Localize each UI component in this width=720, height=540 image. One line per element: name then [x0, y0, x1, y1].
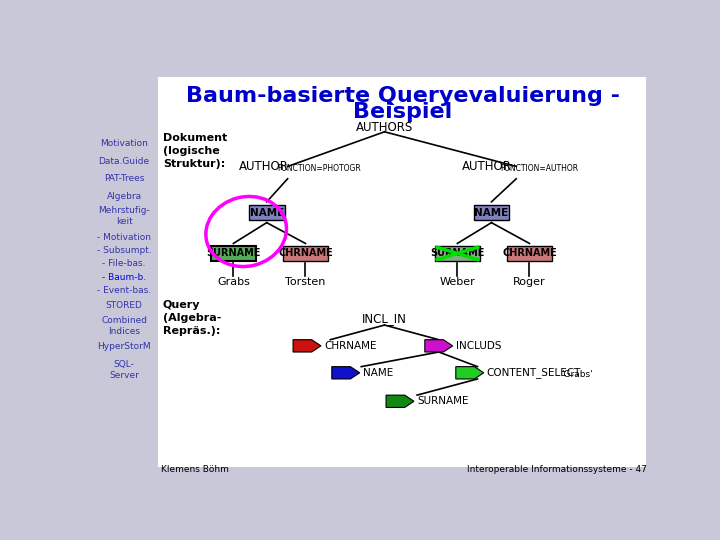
Text: INCLUDS: INCLUDS: [456, 341, 501, 351]
Text: Query
(Algebra-
Repräs.):: Query (Algebra- Repräs.):: [163, 300, 221, 336]
Text: FUNCTION=AUTHOR: FUNCTION=AUTHOR: [500, 164, 578, 173]
Text: - Baum-b.: - Baum-b.: [102, 273, 146, 282]
Text: Algebra: Algebra: [107, 192, 142, 201]
Text: SURNAME: SURNAME: [430, 248, 485, 259]
Text: Server: Server: [109, 372, 139, 380]
Polygon shape: [293, 340, 321, 352]
Bar: [249, 205, 284, 220]
Bar: [158, 77, 647, 467]
Bar: [211, 246, 256, 261]
Text: PAT-Trees: PAT-Trees: [104, 174, 144, 183]
Text: - Subsumpt.: - Subsumpt.: [96, 246, 151, 255]
Text: Baum-basierte Queryevaluierung -: Baum-basierte Queryevaluierung -: [186, 86, 620, 106]
Text: Interoperable Informationssysteme - 47: Interoperable Informationssysteme - 47: [467, 465, 647, 475]
Bar: [283, 246, 328, 261]
Bar: [435, 246, 480, 261]
Text: INCL_IN: INCL_IN: [362, 313, 407, 326]
Text: Motivation: Motivation: [100, 139, 148, 148]
Text: Roger: Roger: [513, 277, 546, 287]
Text: CHRNAME: CHRNAME: [502, 248, 557, 259]
Polygon shape: [332, 367, 360, 379]
Bar: [90, 65, 158, 481]
Text: AUTHORS: AUTHORS: [356, 120, 413, 134]
Text: CHRNAME: CHRNAME: [324, 341, 377, 351]
Text: AUTHOR: AUTHOR: [239, 160, 289, 173]
Polygon shape: [456, 367, 484, 379]
Text: HyperStorM: HyperStorM: [97, 342, 151, 351]
Text: Dokument
(logische
Struktur):: Dokument (logische Struktur):: [163, 132, 227, 169]
Text: SURNAME: SURNAME: [417, 396, 469, 406]
Text: - Event-bas.: - Event-bas.: [97, 286, 151, 295]
Text: SQL-: SQL-: [114, 360, 135, 369]
Text: Beispiel: Beispiel: [354, 102, 453, 122]
Text: Mehrstufig-: Mehrstufig-: [98, 206, 150, 215]
Text: CONTENT_SELECT: CONTENT_SELECT: [487, 367, 581, 378]
Polygon shape: [386, 395, 414, 408]
Text: NAME: NAME: [250, 208, 284, 218]
Bar: [507, 246, 552, 261]
Text: - File-bas.: - File-bas.: [102, 259, 146, 268]
Bar: [474, 205, 509, 220]
Text: CHRNAME: CHRNAME: [278, 248, 333, 259]
Text: SURNAME: SURNAME: [206, 248, 261, 259]
Text: FUNCTION=PHOTOGR: FUNCTION=PHOTOGR: [276, 164, 361, 173]
Text: Torsten: Torsten: [285, 277, 325, 287]
Text: Data.Guide: Data.Guide: [99, 157, 150, 166]
Text: AUTHOR: AUTHOR: [462, 160, 512, 173]
Text: Grabs: Grabs: [217, 277, 250, 287]
Text: Klemens Böhm: Klemens Böhm: [161, 465, 229, 475]
Text: NAME: NAME: [474, 208, 508, 218]
Polygon shape: [425, 340, 453, 352]
Text: keit: keit: [116, 218, 132, 226]
Text: Combined: Combined: [101, 316, 147, 325]
Text: Weber: Weber: [439, 277, 475, 287]
Text: - Motivation: - Motivation: [97, 233, 151, 242]
Text: 'Grabs': 'Grabs': [561, 370, 593, 379]
Text: Indices: Indices: [108, 327, 140, 336]
Text: NAME: NAME: [363, 368, 393, 378]
Text: STORED: STORED: [106, 301, 143, 310]
